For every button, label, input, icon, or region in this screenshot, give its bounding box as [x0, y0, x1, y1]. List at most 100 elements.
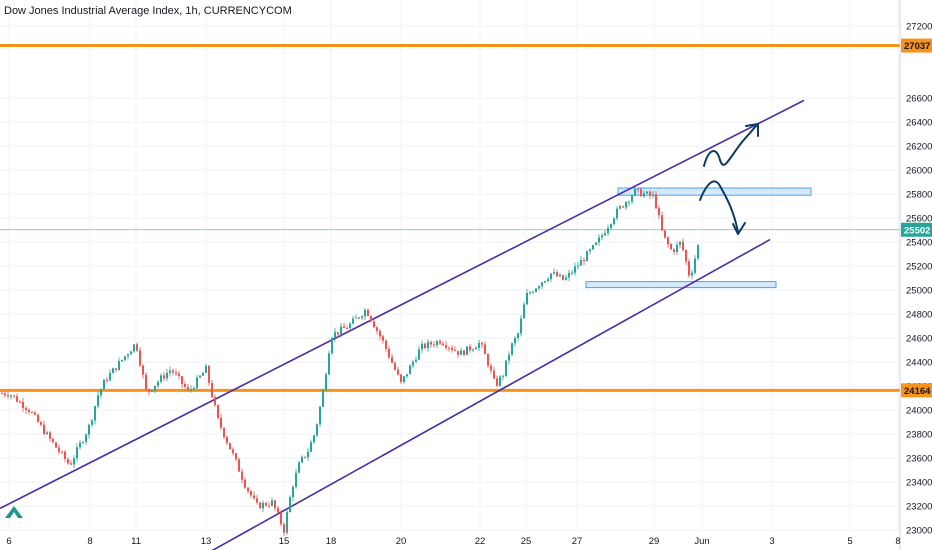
arrow-head-up-icon [745, 123, 759, 137]
candle-up [625, 202, 627, 208]
candle-down [562, 275, 564, 280]
candle-up [289, 497, 291, 513]
candle-down [4, 393, 6, 396]
candle-down [277, 508, 279, 513]
time-tick-label: 8 [895, 536, 900, 547]
candle-down [256, 498, 258, 503]
candle-down [253, 495, 255, 499]
candle-up [298, 462, 300, 473]
price-tick-label: 26200 [906, 142, 932, 153]
candle-down [442, 343, 444, 346]
candle-up [598, 237, 600, 243]
candle-down [148, 389, 150, 392]
candle-up [109, 373, 111, 381]
price-tick-label: 24400 [906, 358, 932, 369]
candle-down [382, 336, 384, 341]
candle-up [340, 326, 342, 335]
candle-up [529, 292, 531, 294]
candle-up [334, 332, 336, 339]
candle-down [139, 350, 141, 366]
candle-up [205, 365, 207, 373]
candle-down [469, 346, 471, 351]
candle-down [376, 327, 378, 331]
candle-down [64, 451, 66, 460]
time-tick-label: 27 [572, 536, 583, 547]
candle-up [151, 390, 153, 392]
candle-down [688, 261, 690, 276]
candle-up [475, 347, 477, 350]
candle-down [493, 370, 495, 379]
candle-up [466, 346, 468, 356]
candle-down [379, 330, 381, 337]
candle-down [388, 348, 390, 358]
price-tick-label: 27200 [906, 22, 932, 33]
candle-up [403, 376, 405, 382]
time-tick-label: 11 [131, 536, 141, 547]
candle-down [358, 317, 360, 319]
candle-up [307, 451, 309, 458]
candle-up [532, 291, 534, 293]
candle-up [202, 372, 204, 376]
candle-up [595, 242, 597, 246]
candle-up [508, 354, 510, 361]
tradingview-logo-icon[interactable] [4, 503, 24, 523]
price-tick-label: 26400 [906, 118, 932, 129]
price-tick-label: 25200 [906, 262, 932, 273]
price-tick-label: 23600 [906, 454, 932, 465]
candle-down [661, 215, 663, 231]
candle-down [247, 487, 249, 492]
candle-up [607, 227, 609, 234]
candle-up [592, 245, 594, 250]
candle-down [37, 414, 39, 423]
price-tick-label: 23400 [906, 478, 932, 489]
candle-down [43, 424, 45, 435]
candle-up [499, 376, 501, 386]
candle-down [496, 378, 498, 386]
candle-down [391, 357, 393, 363]
candle-up [679, 241, 681, 245]
candle-down [346, 327, 348, 329]
candle-up [169, 370, 171, 373]
candle-up [97, 395, 99, 407]
candle-down [178, 373, 180, 377]
candle-up [133, 344, 135, 352]
candle-down [136, 344, 138, 351]
candle-series [1, 187, 699, 537]
candle-down [142, 365, 144, 375]
candle-up [553, 272, 555, 274]
candle-down [394, 362, 396, 370]
time-tick-label: 5 [847, 536, 852, 547]
candle-up [121, 359, 123, 362]
candle-down [70, 463, 72, 465]
candle-down [280, 512, 282, 525]
candle-up [94, 406, 96, 421]
candle-down [385, 340, 387, 349]
price-tick-label: 26600 [906, 94, 932, 105]
candle-up [613, 218, 615, 225]
candle-down [220, 417, 222, 428]
price-scale[interactable] [900, 0, 932, 550]
candle-up [82, 441, 84, 443]
candle-down [685, 249, 687, 262]
candle-up [652, 194, 654, 196]
candle-down [49, 432, 51, 439]
candle-down [19, 401, 21, 403]
candle-down [58, 447, 60, 452]
price-tick-label: 24800 [906, 310, 932, 321]
candle-down [172, 370, 174, 373]
time-tick-label: 6 [6, 536, 11, 547]
annotation-layer [699, 123, 759, 235]
candle-down [181, 376, 183, 384]
candle-down [232, 449, 234, 454]
candle-up [319, 406, 321, 425]
candle-down [235, 453, 237, 460]
candle-up [571, 272, 573, 274]
candle-up [199, 375, 201, 378]
candle-up [130, 351, 132, 355]
candle-up [697, 244, 699, 259]
candle-up [406, 374, 408, 377]
candle-down [658, 208, 660, 216]
time-tick-label: 29 [649, 536, 660, 547]
candle-up [112, 368, 114, 374]
